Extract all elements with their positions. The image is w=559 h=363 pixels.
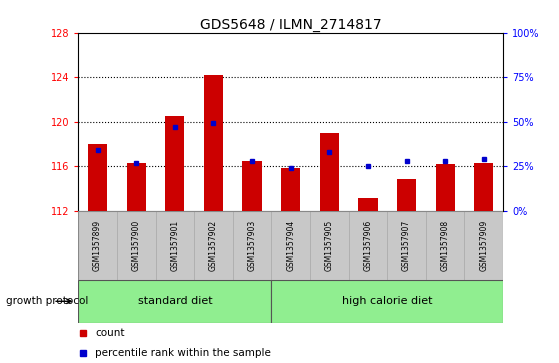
Text: standard diet: standard diet [138, 296, 212, 306]
Bar [165, 116, 184, 211]
Bar [78, 280, 271, 323]
Text: GSM1357908: GSM1357908 [440, 220, 449, 270]
Bar [204, 75, 223, 211]
Title: GDS5648 / ILMN_2714817: GDS5648 / ILMN_2714817 [200, 18, 381, 32]
Text: high calorie diet: high calorie diet [342, 296, 433, 306]
Bar [126, 163, 146, 211]
Text: GSM1357907: GSM1357907 [402, 219, 411, 271]
Text: GSM1357899: GSM1357899 [93, 220, 102, 270]
Bar [310, 211, 349, 280]
Text: GSM1357901: GSM1357901 [170, 220, 179, 270]
Text: GSM1357904: GSM1357904 [286, 219, 295, 271]
Bar [117, 211, 155, 280]
Text: GSM1357909: GSM1357909 [479, 219, 489, 271]
Text: percentile rank within the sample: percentile rank within the sample [95, 348, 271, 358]
Bar [88, 144, 107, 211]
Text: count: count [95, 328, 125, 338]
Bar [474, 163, 494, 211]
Text: GSM1357905: GSM1357905 [325, 219, 334, 271]
Bar [435, 164, 455, 211]
Text: GSM1357906: GSM1357906 [363, 219, 372, 271]
Bar [426, 211, 465, 280]
Bar [397, 179, 416, 211]
Text: GSM1357903: GSM1357903 [248, 219, 257, 271]
Bar [194, 211, 233, 280]
Text: GSM1357900: GSM1357900 [132, 219, 141, 271]
Bar [271, 280, 503, 323]
Bar [387, 211, 426, 280]
Bar [78, 211, 117, 280]
Bar [155, 211, 194, 280]
Bar [281, 168, 300, 211]
Bar [349, 211, 387, 280]
Bar [320, 133, 339, 211]
Bar [358, 198, 377, 211]
Bar [233, 211, 271, 280]
Bar [271, 211, 310, 280]
Bar [465, 211, 503, 280]
Text: growth protocol: growth protocol [6, 296, 88, 306]
Text: GSM1357902: GSM1357902 [209, 220, 218, 270]
Bar [243, 160, 262, 211]
